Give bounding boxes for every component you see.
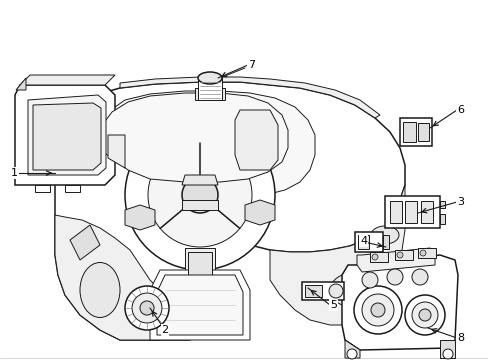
Polygon shape <box>198 78 222 100</box>
Polygon shape <box>28 95 106 175</box>
Circle shape <box>353 286 401 334</box>
Circle shape <box>361 272 377 288</box>
Text: 5: 5 <box>329 300 336 310</box>
Polygon shape <box>16 78 26 90</box>
Circle shape <box>418 309 430 321</box>
Polygon shape <box>384 196 439 228</box>
Polygon shape <box>184 248 215 290</box>
Circle shape <box>132 293 162 323</box>
Ellipse shape <box>198 72 222 84</box>
Polygon shape <box>439 201 444 208</box>
Circle shape <box>140 301 154 315</box>
Polygon shape <box>244 200 274 225</box>
Circle shape <box>370 303 384 317</box>
Circle shape <box>148 143 251 247</box>
Polygon shape <box>55 215 160 340</box>
Circle shape <box>442 349 452 359</box>
Polygon shape <box>399 118 431 146</box>
Polygon shape <box>302 282 343 300</box>
Ellipse shape <box>329 273 379 307</box>
Circle shape <box>404 295 444 335</box>
Polygon shape <box>269 185 404 325</box>
Polygon shape <box>195 88 224 100</box>
Circle shape <box>419 250 425 256</box>
Text: 1: 1 <box>11 168 18 178</box>
Polygon shape <box>420 201 432 223</box>
Polygon shape <box>182 175 218 185</box>
Polygon shape <box>70 225 100 260</box>
Text: 6: 6 <box>456 105 463 115</box>
Polygon shape <box>15 85 115 185</box>
Polygon shape <box>382 235 388 249</box>
Polygon shape <box>439 340 454 358</box>
Text: 7: 7 <box>247 60 255 70</box>
Polygon shape <box>125 205 155 230</box>
Polygon shape <box>369 252 387 262</box>
Polygon shape <box>417 248 435 258</box>
Ellipse shape <box>370 226 398 244</box>
Polygon shape <box>389 201 401 223</box>
Polygon shape <box>157 275 243 335</box>
Polygon shape <box>55 82 404 340</box>
Polygon shape <box>341 255 457 350</box>
Circle shape <box>328 284 342 298</box>
Polygon shape <box>402 122 415 142</box>
Circle shape <box>346 349 356 359</box>
Polygon shape <box>35 185 50 192</box>
Polygon shape <box>108 135 125 168</box>
Text: 2: 2 <box>161 325 168 335</box>
Text: 4: 4 <box>359 236 366 246</box>
Text: 3: 3 <box>456 197 463 207</box>
Polygon shape <box>20 75 115 85</box>
Polygon shape <box>90 91 314 197</box>
Circle shape <box>411 269 427 285</box>
Polygon shape <box>150 270 249 340</box>
Circle shape <box>386 269 402 285</box>
Polygon shape <box>345 340 359 358</box>
Polygon shape <box>354 232 382 252</box>
Polygon shape <box>95 93 287 182</box>
Polygon shape <box>356 248 434 272</box>
Circle shape <box>182 177 218 213</box>
Polygon shape <box>182 200 218 210</box>
Text: 8: 8 <box>456 333 463 343</box>
Circle shape <box>371 254 377 260</box>
Circle shape <box>125 286 169 330</box>
Polygon shape <box>404 201 416 223</box>
Polygon shape <box>187 252 212 288</box>
Polygon shape <box>33 103 101 170</box>
Polygon shape <box>357 235 368 249</box>
Ellipse shape <box>80 262 120 318</box>
Polygon shape <box>235 110 278 170</box>
Circle shape <box>411 302 437 328</box>
Polygon shape <box>439 214 444 224</box>
Polygon shape <box>65 185 80 192</box>
Polygon shape <box>305 285 321 297</box>
Circle shape <box>125 120 274 270</box>
Polygon shape <box>417 123 428 141</box>
Polygon shape <box>394 250 412 260</box>
Circle shape <box>361 294 393 326</box>
Circle shape <box>396 252 402 258</box>
Polygon shape <box>120 77 379 118</box>
